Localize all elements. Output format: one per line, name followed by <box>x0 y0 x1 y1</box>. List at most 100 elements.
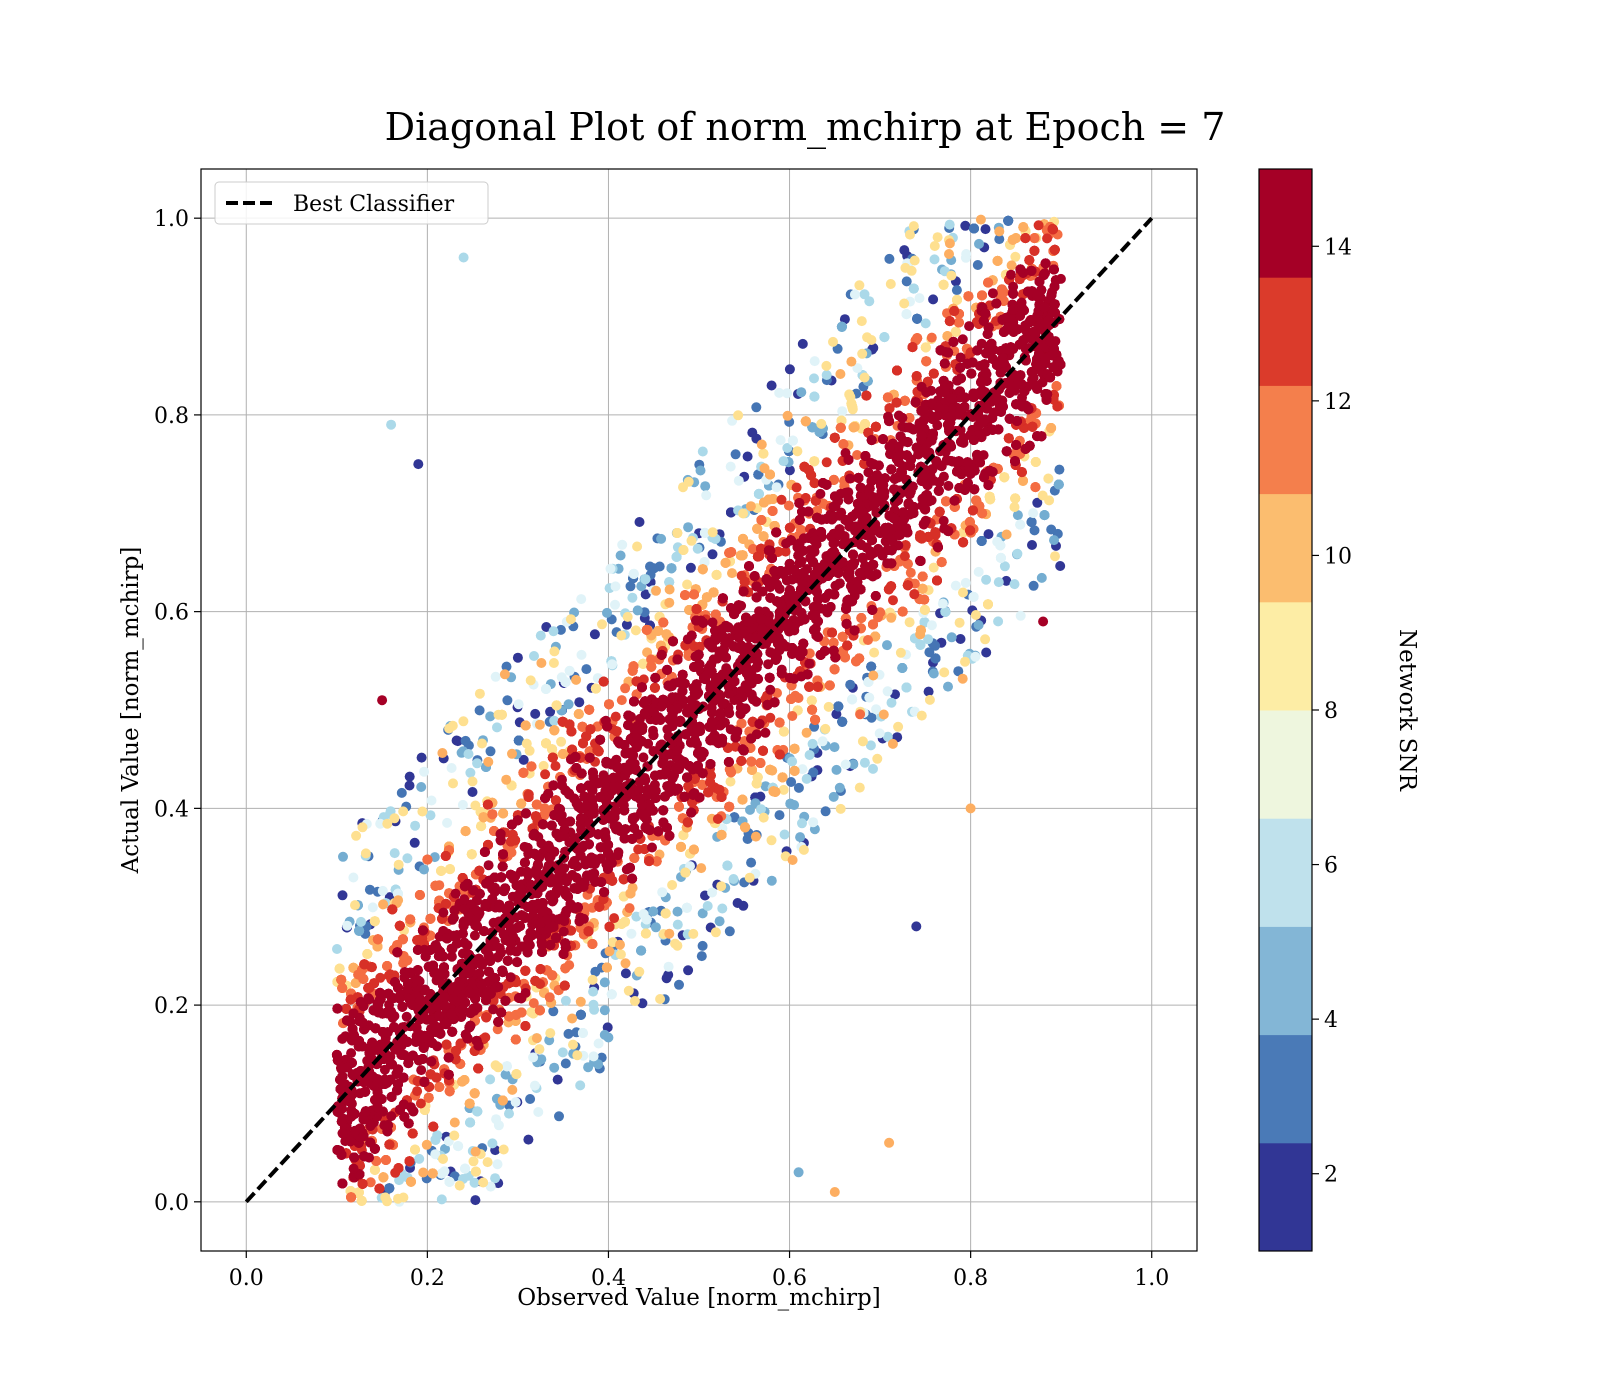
scatter-point <box>683 522 694 533</box>
scatter-point <box>944 316 955 327</box>
scatter-point <box>560 1058 571 1069</box>
scatter-point <box>563 1028 574 1039</box>
scatter-point <box>787 435 798 446</box>
scatter-point <box>975 214 986 225</box>
scatter-point <box>1032 497 1043 508</box>
scatter-point <box>410 820 421 831</box>
scatter-point <box>901 276 912 287</box>
scatter-point <box>507 748 517 759</box>
scatter-point <box>375 818 386 829</box>
scatter-point <box>348 872 359 883</box>
scatter-point <box>398 806 409 817</box>
scatter-point <box>856 316 867 327</box>
scatter-point <box>702 901 713 911</box>
scatter-point <box>605 563 616 574</box>
scatter-point <box>1033 220 1044 231</box>
scatter-point <box>1046 524 1057 535</box>
scatter-point <box>453 1141 464 1152</box>
scatter-point <box>784 465 795 476</box>
scatter-point <box>632 541 643 552</box>
scatter-point <box>886 612 897 623</box>
scatter-point <box>728 874 739 884</box>
scatter-point <box>576 594 587 605</box>
scatter-point <box>924 647 935 658</box>
scatter-point <box>688 844 699 855</box>
scatter-point <box>457 799 468 810</box>
scatter-point <box>1010 233 1021 244</box>
scatter-point <box>717 903 728 914</box>
scatter-point <box>658 617 669 628</box>
scatter-point <box>817 736 828 747</box>
scatter-point <box>576 649 587 660</box>
scatter-point <box>559 980 570 991</box>
scatter-point <box>797 818 807 829</box>
scatter-point <box>756 804 766 815</box>
scatter-point <box>860 419 870 429</box>
scatter-point <box>460 826 471 837</box>
scatter-point <box>504 1108 514 1119</box>
scatter-point <box>544 992 555 1003</box>
scatter-point <box>808 767 819 778</box>
scatter-point <box>523 792 534 802</box>
scatter-point <box>540 769 551 780</box>
scatter-point <box>759 463 770 474</box>
scatter-point <box>886 697 897 708</box>
scatter-point <box>1029 525 1040 536</box>
scatter-point <box>767 506 778 516</box>
scatter-point <box>520 720 531 731</box>
scatter-point <box>1015 519 1026 530</box>
scatter-point <box>460 735 471 746</box>
scatter-point <box>974 238 984 249</box>
scatter-point <box>498 1144 509 1155</box>
scatter-point <box>402 853 413 864</box>
scatter-point <box>688 928 699 939</box>
scatter-point <box>806 695 817 706</box>
scatter-point <box>837 406 848 417</box>
scatter-point <box>930 653 941 664</box>
scatter-point <box>786 777 797 787</box>
scatter-point <box>369 1164 380 1175</box>
scatter-point <box>634 966 645 977</box>
scatter-point <box>513 699 524 710</box>
scatter-point <box>434 1082 445 1092</box>
scatter-point <box>1010 251 1021 262</box>
scatter-point <box>438 1154 448 1164</box>
scatter-point <box>648 906 659 917</box>
scatter-point <box>362 949 373 959</box>
scatter-point <box>482 799 493 810</box>
scatter-point <box>342 920 353 931</box>
scatter-point <box>980 224 991 235</box>
scatter-point <box>599 977 610 988</box>
scatter-point <box>525 1094 536 1104</box>
scatter-point <box>766 835 777 846</box>
scatter-point <box>882 392 893 403</box>
scatter-point <box>1028 508 1039 519</box>
scatter-point <box>674 979 684 990</box>
scatter-point <box>615 949 626 960</box>
scatter-point <box>490 1060 501 1071</box>
scatter-point <box>820 723 831 734</box>
scatter-point <box>651 585 661 596</box>
scatter-point <box>549 1062 560 1073</box>
scatter-point <box>946 632 957 643</box>
scatter-point <box>707 527 718 538</box>
scatter-point <box>571 674 582 685</box>
scatter-point <box>606 989 617 1000</box>
scatter-point <box>511 1069 522 1080</box>
scatter-point <box>899 395 910 406</box>
scatter-point <box>581 664 592 675</box>
scatter-point <box>1055 561 1066 571</box>
scatter-point <box>1010 493 1021 504</box>
scatter-point <box>692 543 703 554</box>
scatter-point <box>622 611 633 622</box>
scatter-point <box>1012 548 1023 559</box>
scatter-point <box>771 482 782 493</box>
scatter-point <box>501 1061 512 1072</box>
scatter-point <box>908 221 919 232</box>
scatter-point <box>664 928 675 939</box>
scatter-point <box>864 692 875 703</box>
scatter-point <box>372 934 383 945</box>
scatter-point <box>646 654 657 665</box>
scatter-point <box>695 465 706 476</box>
scatter-point <box>386 419 397 430</box>
